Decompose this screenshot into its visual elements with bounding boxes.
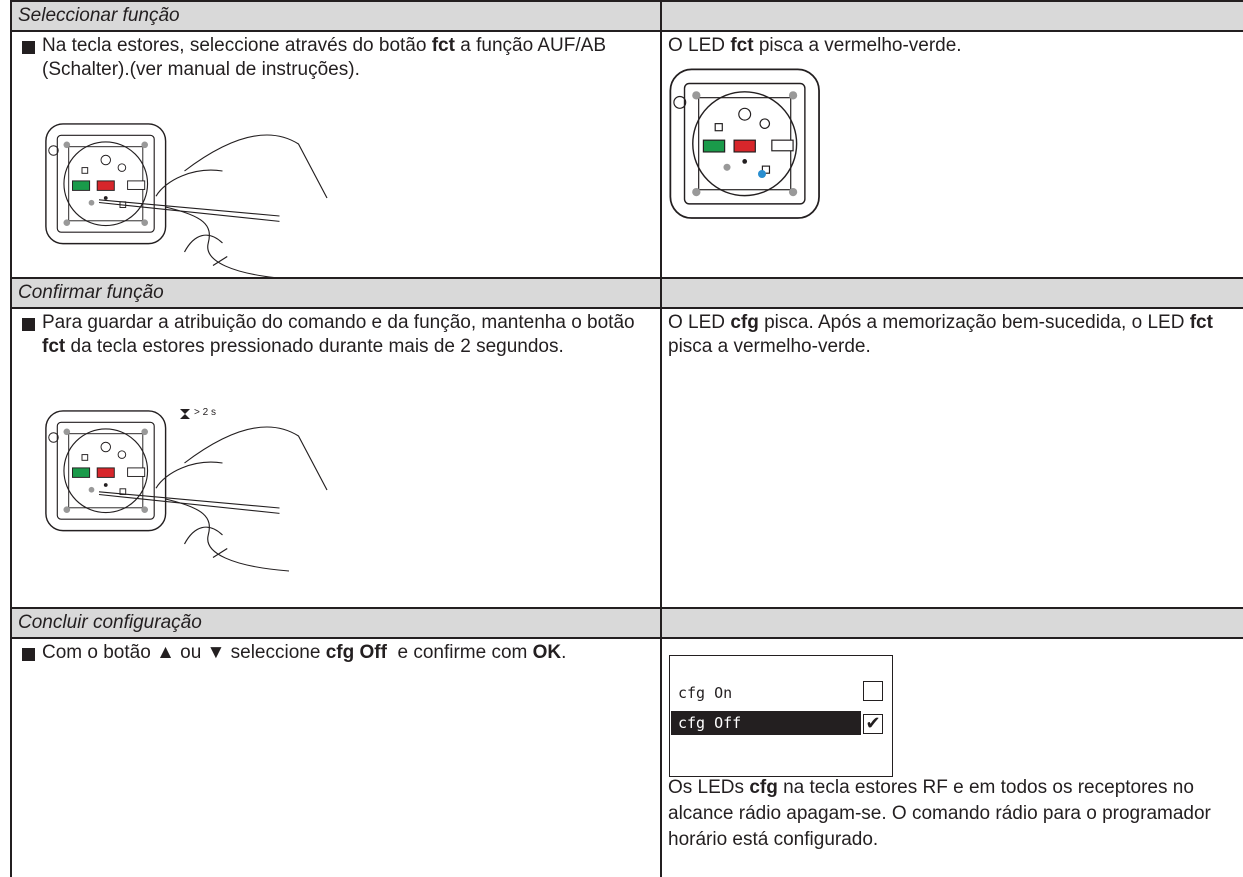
text: Com o botão ▲ ou ▼ seleccione bbox=[42, 642, 326, 663]
checkbox-checked: ✔ bbox=[863, 714, 883, 734]
text: O LED bbox=[668, 35, 731, 56]
result-text: Os LEDs cfg na tecla estores RF e em tod… bbox=[668, 775, 1238, 853]
result-text: O LED fct pisca a vermelho-verde. bbox=[668, 34, 1243, 58]
bold-text: fct bbox=[730, 35, 754, 56]
bold-text: cfg bbox=[749, 777, 778, 798]
section-header-blank bbox=[660, 0, 1243, 31]
text: Os LEDs bbox=[668, 777, 750, 798]
checkbox bbox=[863, 681, 883, 701]
bold-text: fct bbox=[431, 35, 455, 56]
text: pisca a vermelho-verde. bbox=[668, 312, 1219, 357]
text: a função AUF/AB (Schalter).(ver manual d… bbox=[42, 35, 612, 80]
result-cell: Os LEDs cfg na tecla estores RF e em tod… bbox=[660, 637, 1243, 877]
bold-text: fct bbox=[42, 336, 66, 357]
menu-item-selected: cfg Off bbox=[671, 711, 861, 735]
result-cell: O LED cfg pisca. Após a memorização bem-… bbox=[660, 307, 1243, 608]
bullet bbox=[22, 41, 35, 54]
display-screen: cfg On cfg Off ✔ bbox=[669, 655, 893, 777]
illustration bbox=[45, 409, 328, 572]
illustration bbox=[669, 68, 820, 219]
section-header: Concluir configuração bbox=[10, 607, 661, 638]
step-cell: Na tecla estores, seleccione através do … bbox=[10, 30, 661, 278]
illustration bbox=[45, 123, 328, 277]
bold-text: cfg bbox=[730, 312, 759, 333]
section-header-blank bbox=[660, 607, 1243, 638]
bold-text: OK bbox=[532, 642, 562, 663]
step-cell: Para guardar a atribuição do comando e d… bbox=[10, 307, 661, 608]
bold-text: cfg Off bbox=[325, 642, 387, 663]
menu-item: cfg On bbox=[678, 684, 733, 702]
text: na tecla estores RF e em todos os recept… bbox=[668, 777, 1217, 850]
bullet bbox=[22, 318, 35, 331]
result-cell: O LED fct pisca a vermelho-verde. bbox=[660, 30, 1243, 278]
text: da tecla estores pressionado durante mai… bbox=[65, 336, 564, 357]
step-cell: Com o botão ▲ ou ▼ seleccione cfg Off e … bbox=[10, 637, 661, 877]
text: pisca. Após a memorização bem-sucedida, … bbox=[758, 312, 1190, 333]
text: O LED bbox=[668, 312, 731, 333]
step-text: Na tecla estores, seleccione através do … bbox=[42, 34, 642, 82]
text: e confirme com bbox=[386, 642, 533, 663]
result-text: O LED cfg pisca. Após a memorização bem-… bbox=[668, 311, 1243, 359]
step-text: Para guardar a atribuição do comando e d… bbox=[42, 311, 642, 359]
section-header: Confirmar função bbox=[10, 277, 661, 308]
bold-text: fct bbox=[1189, 312, 1213, 333]
text: Para guardar a atribuição do comando e d… bbox=[42, 312, 640, 333]
timer-label: > 2 s bbox=[194, 407, 216, 418]
text: Na tecla estores, seleccione através do … bbox=[42, 35, 432, 56]
section-header: Seleccionar função bbox=[10, 0, 661, 31]
step-text: Com o botão ▲ ou ▼ seleccione cfg Off e … bbox=[42, 641, 642, 665]
text: . bbox=[561, 642, 567, 663]
text: pisca a vermelho-verde. bbox=[753, 35, 962, 56]
section-header-blank bbox=[660, 277, 1243, 308]
bullet bbox=[22, 648, 35, 661]
